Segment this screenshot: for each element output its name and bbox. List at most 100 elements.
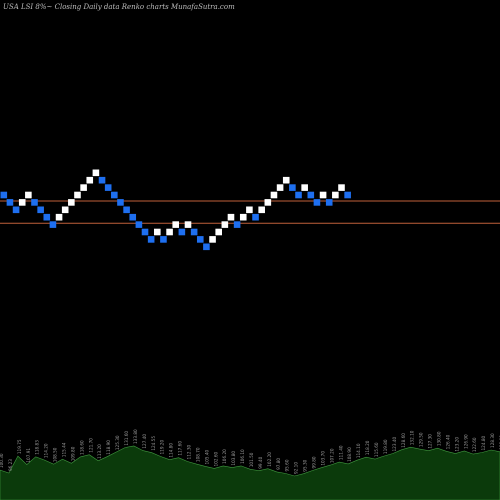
volume-label: 118.60	[79, 440, 84, 455]
renko-brick	[307, 191, 315, 199]
volume-label: 126.90	[463, 434, 468, 449]
renko-brick	[282, 176, 290, 184]
renko-brick	[6, 199, 14, 206]
volume-label: 108.90	[347, 447, 352, 462]
volume-label: 132.10	[410, 430, 415, 445]
volume-label: 119.80	[383, 439, 388, 454]
renko-brick	[178, 228, 186, 236]
renko-brick	[338, 184, 345, 191]
renko-brick	[344, 191, 351, 199]
volume-label: 126.40	[445, 434, 450, 449]
renko-brick	[74, 191, 81, 199]
renko-brick	[203, 243, 210, 251]
volume-label: 133.80	[133, 429, 138, 444]
volume-label: 115.60	[374, 442, 379, 457]
renko-brick	[313, 199, 321, 206]
volume-area: 100.30 96.23 119.75 107.91 118.83 114.20 108.5…	[0, 429, 500, 500]
volume-label: 112.30	[187, 444, 192, 459]
volume-label: 114.20	[44, 443, 49, 458]
volume-label: 107.91	[26, 448, 31, 463]
volume-area-shape	[0, 445, 500, 500]
renko-brick	[246, 206, 253, 214]
renko-brick	[49, 221, 57, 228]
volume-label: 109.80	[70, 446, 75, 461]
renko-brick	[215, 228, 222, 236]
volume-label: 92.10	[294, 462, 299, 474]
volume-label: 118.83	[35, 440, 40, 455]
volume-label: 99.80	[312, 456, 317, 468]
volume-label: 124.80	[481, 435, 486, 450]
volume-label: 117.60	[178, 441, 183, 456]
volume-label: 127.40	[142, 434, 147, 449]
volume-label: 95.60	[285, 459, 290, 471]
renko-brick	[190, 228, 198, 236]
volume-label: 125.30	[115, 435, 120, 450]
volume-label: 100.30	[0, 453, 4, 468]
renko-brick	[31, 199, 38, 206]
volume-label: 129.50	[419, 432, 424, 447]
volume-label: 95.30	[303, 459, 308, 471]
renko-brick	[117, 199, 124, 206]
renko-brick	[111, 191, 118, 199]
renko-brick	[227, 213, 235, 221]
renko-brick	[61, 206, 69, 214]
volume-label: 127.30	[428, 434, 433, 449]
volume-label: 111.40	[338, 445, 343, 460]
renko-brick	[12, 206, 20, 214]
renko-bricks	[0, 169, 351, 251]
volume-label: 97.80	[276, 458, 281, 470]
renko-brick	[135, 221, 143, 228]
volume-label: 105.40	[204, 449, 209, 464]
renko-brick	[37, 206, 44, 214]
volume-label: 96.23	[8, 459, 13, 471]
volume-label: 128.60	[401, 433, 406, 448]
renko-brick	[196, 236, 204, 243]
volume-label: 102.20	[267, 452, 272, 467]
renko-brick	[301, 184, 308, 191]
renko-brick	[86, 176, 94, 184]
volume-label: 114.10	[356, 443, 361, 458]
volume-label: 124.55	[151, 436, 156, 451]
renko-brick	[166, 228, 173, 236]
volume-label: 119.75	[17, 439, 22, 454]
renko-brick	[129, 213, 137, 221]
volume-label: 123.20	[454, 437, 459, 452]
volume-label: 128.30	[490, 433, 495, 448]
renko-brick	[154, 228, 161, 236]
volume-label: 123.40	[392, 436, 397, 451]
renko-brick	[325, 199, 333, 206]
volume-label: 108.50	[53, 447, 58, 462]
renko-brick	[289, 184, 296, 191]
volume-label: 107.20	[329, 448, 334, 463]
volume-label: 130.80	[437, 431, 442, 446]
renko-brick	[123, 206, 130, 214]
renko-brick	[295, 191, 302, 199]
volume-label: 106.20	[222, 449, 227, 464]
renko-brick	[160, 236, 167, 243]
renko-brick	[239, 213, 247, 221]
volume-label: 121.70	[88, 438, 93, 453]
renko-brick	[221, 221, 229, 228]
volume-label: 103.80	[231, 451, 236, 466]
volume-label: 99.40	[258, 456, 263, 468]
renko-brick	[18, 199, 26, 206]
renko-brick	[147, 236, 155, 243]
volume-label: 113.20	[97, 444, 102, 459]
renko-brick	[80, 184, 87, 191]
renko-brick	[276, 184, 284, 191]
renko-brick	[258, 206, 265, 214]
renko-brick	[264, 199, 272, 206]
volume-label: 119.20	[160, 440, 165, 455]
volume-label: 106.10	[240, 449, 245, 464]
renko-brick	[332, 191, 339, 199]
renko-brick	[209, 236, 216, 243]
renko-brick	[319, 191, 327, 199]
volume-label: 114.80	[169, 443, 174, 458]
renko-brick	[233, 221, 241, 228]
volume-label: 102.60	[213, 451, 218, 466]
renko-brick	[172, 221, 180, 228]
renko-brick	[98, 176, 106, 184]
renko-brick	[43, 213, 51, 221]
volume-label: 131.60	[124, 431, 129, 446]
